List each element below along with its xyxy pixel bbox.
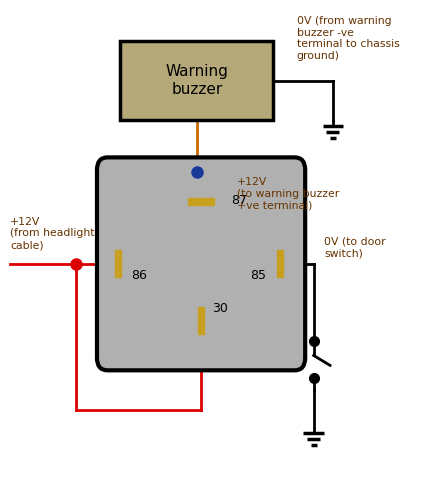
Text: +12V
(to warning buzzer
+ve terminal): +12V (to warning buzzer +ve terminal) xyxy=(237,177,339,210)
Text: 86: 86 xyxy=(131,269,147,282)
Bar xyxy=(115,250,121,277)
Text: 30: 30 xyxy=(211,302,227,315)
Text: 85: 85 xyxy=(250,269,266,282)
Bar xyxy=(198,307,204,335)
Text: +12V
(from headlight
cable): +12V (from headlight cable) xyxy=(10,217,94,250)
Bar xyxy=(188,199,214,205)
FancyBboxPatch shape xyxy=(97,157,305,371)
Bar xyxy=(121,41,273,120)
Text: 0V (from warning
buzzer -ve
terminal to chassis
ground): 0V (from warning buzzer -ve terminal to … xyxy=(297,16,399,61)
Text: 87: 87 xyxy=(231,194,247,207)
Text: 0V (to door
switch): 0V (to door switch) xyxy=(324,237,386,258)
Text: Warning
buzzer: Warning buzzer xyxy=(166,64,228,97)
Bar xyxy=(277,250,283,277)
